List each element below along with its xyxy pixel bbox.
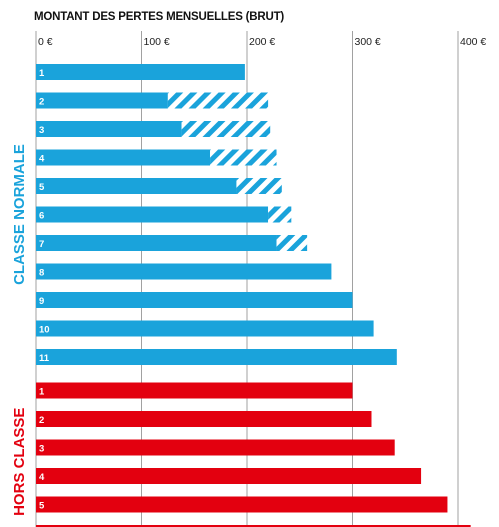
bar bbox=[36, 411, 372, 427]
bar bbox=[36, 178, 237, 194]
bar-label: 3 bbox=[39, 444, 44, 455]
bar-label: 10 bbox=[39, 325, 50, 336]
group-label-hors-classe: HORS CLASSE bbox=[11, 408, 28, 516]
bar bbox=[36, 382, 353, 399]
bars: 1234567891011123456 bbox=[36, 64, 471, 527]
x-axis-ticks: 0 € 100 € 200 € 300 € 400 € bbox=[38, 36, 486, 48]
bar bbox=[36, 468, 422, 484]
bar-hatched-extension bbox=[167, 92, 269, 109]
chart-title: MONTANT DES PERTES MENSUELLES (BRUT) bbox=[34, 11, 284, 23]
bar-label: 2 bbox=[39, 97, 44, 108]
bar bbox=[36, 439, 395, 456]
bar-hatched-extension bbox=[276, 235, 308, 251]
x-tick-label: 400 € bbox=[460, 36, 486, 48]
bar-hatched-extension bbox=[181, 121, 271, 137]
bar-label: 4 bbox=[39, 154, 45, 165]
bar-hatched-extension bbox=[210, 149, 277, 166]
bar-label: 7 bbox=[39, 239, 44, 250]
x-tick-label: 100 € bbox=[144, 36, 170, 48]
bar-label: 11 bbox=[39, 353, 50, 364]
bar-label: 6 bbox=[39, 211, 44, 222]
x-tick-label: 200 € bbox=[249, 36, 275, 48]
bar bbox=[36, 149, 211, 166]
bar-label: 9 bbox=[39, 296, 44, 307]
bar bbox=[36, 525, 471, 527]
bar-label: 1 bbox=[39, 387, 45, 398]
bar-label: 3 bbox=[39, 125, 44, 136]
bar-hatched-extension bbox=[268, 206, 292, 223]
bar-label: 2 bbox=[39, 415, 44, 426]
group-label-classe-normale: CLASSE NORMALE bbox=[11, 144, 28, 285]
bar bbox=[36, 121, 182, 137]
bar-label: 1 bbox=[39, 68, 45, 79]
bar bbox=[36, 496, 448, 513]
x-tick-label: 300 € bbox=[355, 36, 381, 48]
bar bbox=[36, 235, 277, 251]
bar bbox=[36, 92, 168, 109]
bar-label: 5 bbox=[39, 182, 45, 193]
bar bbox=[36, 206, 269, 223]
bar-label: 5 bbox=[39, 501, 45, 512]
bar-label: 8 bbox=[39, 268, 44, 279]
bar-hatched-extension bbox=[236, 178, 282, 194]
bar-label: 4 bbox=[39, 472, 45, 483]
bar bbox=[36, 292, 353, 308]
bar bbox=[36, 263, 332, 280]
bar bbox=[36, 349, 397, 365]
bar bbox=[36, 64, 245, 80]
bar bbox=[36, 320, 374, 337]
x-tick-label: 0 € bbox=[38, 36, 53, 48]
